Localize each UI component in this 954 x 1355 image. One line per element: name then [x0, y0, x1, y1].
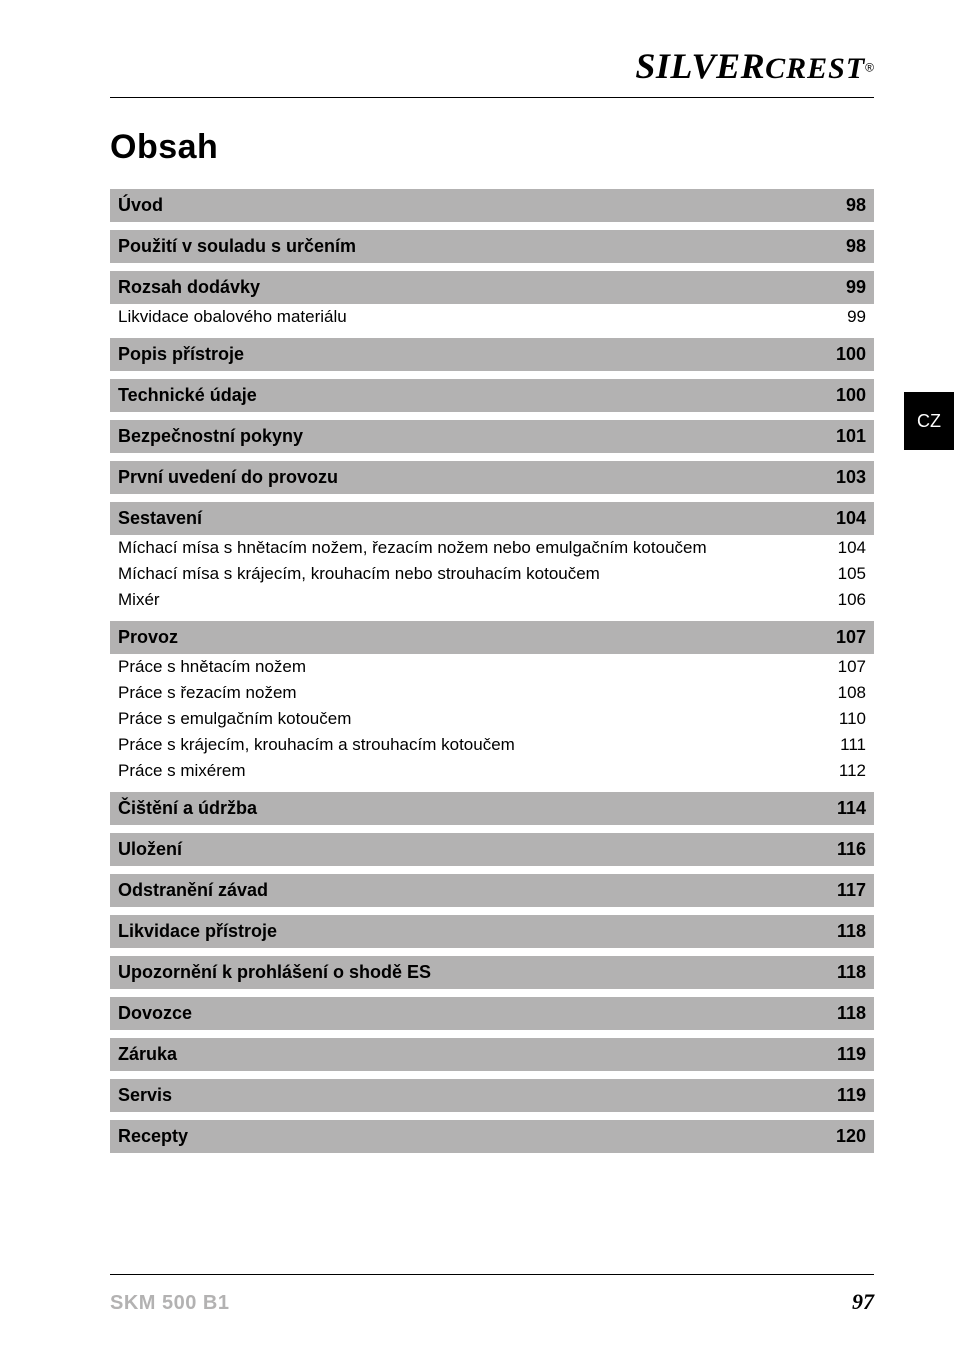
- toc-entry-label: Likvidace přístroje: [118, 921, 277, 942]
- toc-entry-page: 107: [836, 627, 866, 648]
- toc-entry-page: 98: [846, 236, 866, 257]
- toc-sub-row: Práce s řezacím nožem 108: [110, 680, 874, 706]
- toc-sub-row: Míchací mísa s krájecím, krouhacím nebo …: [110, 561, 874, 587]
- page-footer: SKM 500 B1 97: [110, 1274, 874, 1315]
- brand-main-text: SILVER: [635, 46, 765, 86]
- toc-entry-label: Práce s emulgačním kotoučem: [118, 709, 351, 729]
- toc-section-row: Servis 119: [110, 1079, 874, 1112]
- toc-section-row: Likvidace přístroje 118: [110, 915, 874, 948]
- toc-entry-page: 98: [846, 195, 866, 216]
- toc-sub-row: Likvidace obalového materiálu 99: [110, 304, 874, 330]
- toc-entry-page: 112: [839, 761, 866, 781]
- toc-entry-page: 118: [837, 962, 866, 983]
- toc-section-row: Technické údaje 100: [110, 379, 874, 412]
- toc-entry-label: První uvedení do provozu: [118, 467, 338, 488]
- toc-entry-page: 119: [837, 1085, 866, 1106]
- toc-entry-page: 110: [839, 709, 866, 729]
- toc-entry-page: 104: [838, 538, 866, 558]
- toc-entry-page: 106: [838, 590, 866, 610]
- toc-section-row: Recepty 120: [110, 1120, 874, 1153]
- footer-page-number: 97: [852, 1289, 874, 1315]
- toc-section-row: První uvedení do provozu 103: [110, 461, 874, 494]
- toc-entry-page: 111: [840, 735, 866, 755]
- toc-entry-label: Technické údaje: [118, 385, 257, 406]
- toc-section-row: Upozornění k prohlášení o shodě ES 118: [110, 956, 874, 989]
- toc-section-row: Odstranění závad 117: [110, 874, 874, 907]
- toc-sub-row: Práce s hnětacím nožem 107: [110, 654, 874, 680]
- toc-sub-row: Míchací mísa s hnětacím nožem, řezacím n…: [110, 535, 874, 561]
- toc-entry-label: Práce s krájecím, krouhacím a strouhacím…: [118, 735, 515, 755]
- language-tab-label: CZ: [917, 411, 941, 432]
- toc-entry-label: Míchací mísa s hnětacím nožem, řezacím n…: [118, 538, 707, 558]
- toc-entry-page: 107: [838, 657, 866, 677]
- toc-entry-page: 116: [837, 839, 866, 860]
- toc-entry-page: 120: [836, 1126, 866, 1147]
- toc-entry-label: Práce s mixérem: [118, 761, 246, 781]
- toc-entry-page: 101: [836, 426, 866, 447]
- toc-sub-row: Práce s emulgačním kotoučem 110: [110, 706, 874, 732]
- toc-entry-label: Provoz: [118, 627, 178, 648]
- toc-entry-label: Míchací mísa s krájecím, krouhacím nebo …: [118, 564, 600, 584]
- toc-entry-label: Dovozce: [118, 1003, 192, 1024]
- toc-sub-row: Práce s mixérem 112: [110, 758, 874, 784]
- toc-sub-row: Práce s krájecím, krouhacím a strouhacím…: [110, 732, 874, 758]
- toc-entry-page: 99: [847, 307, 866, 327]
- toc-section-row: Sestavení 104: [110, 502, 874, 535]
- toc-entry-page: 117: [837, 880, 866, 901]
- toc-entry-label: Popis přístroje: [118, 344, 244, 365]
- toc-entry-label: Záruka: [118, 1044, 177, 1065]
- toc-section-row: Čištění a údržba 114: [110, 792, 874, 825]
- brand-sub-text: CREST: [765, 52, 865, 85]
- toc-sub-row: Mixér 106: [110, 587, 874, 613]
- toc-section-row: Dovozce 118: [110, 997, 874, 1030]
- toc-entry-label: Recepty: [118, 1126, 188, 1147]
- toc-entry-page: 103: [836, 467, 866, 488]
- toc-section-row: Použití v souladu s určením 98: [110, 230, 874, 263]
- header-divider: [110, 97, 874, 98]
- toc-entry-label: Rozsah dodávky: [118, 277, 260, 298]
- brand-logo: SILVERCREST®: [110, 45, 874, 87]
- toc-entry-label: Bezpečnostní pokyny: [118, 426, 303, 447]
- toc-entry-label: Likvidace obalového materiálu: [118, 307, 347, 327]
- language-tab: CZ: [904, 392, 954, 450]
- brand-registered-mark: ®: [865, 61, 874, 75]
- toc-entry-page: 119: [837, 1044, 866, 1065]
- toc-section-row: Bezpečnostní pokyny 101: [110, 420, 874, 453]
- toc-section-row: Rozsah dodávky 99: [110, 271, 874, 304]
- toc-section-row: Provoz 107: [110, 621, 874, 654]
- toc-section-row: Úvod 98: [110, 189, 874, 222]
- toc-entry-page: 108: [838, 683, 866, 703]
- toc-entry-label: Čištění a údržba: [118, 798, 257, 819]
- toc-entry-page: 118: [837, 921, 866, 942]
- toc-entry-page: 100: [836, 344, 866, 365]
- page-title: Obsah: [110, 128, 874, 167]
- toc-entry-label: Práce s hnětacím nožem: [118, 657, 306, 677]
- toc-entry-page: 105: [838, 564, 866, 584]
- toc-entry-label: Uložení: [118, 839, 182, 860]
- toc-entry-label: Práce s řezacím nožem: [118, 683, 297, 703]
- toc-entry-label: Servis: [118, 1085, 172, 1106]
- toc-entry-page: 118: [837, 1003, 866, 1024]
- toc-entry-label: Použití v souladu s určením: [118, 236, 356, 257]
- toc-entry-label: Upozornění k prohlášení o shodě ES: [118, 962, 431, 983]
- toc-section-row: Popis přístroje 100: [110, 338, 874, 371]
- toc-entry-page: 100: [836, 385, 866, 406]
- table-of-contents: Úvod 98 Použití v souladu s určením 98 Rozsa…: [110, 189, 874, 1153]
- toc-entry-page: 114: [837, 798, 866, 819]
- toc-entry-label: Mixér: [118, 590, 160, 610]
- toc-section-row: Uložení 116: [110, 833, 874, 866]
- toc-section-row: Záruka 119: [110, 1038, 874, 1071]
- toc-entry-label: Odstranění závad: [118, 880, 268, 901]
- toc-entry-label: Úvod: [118, 195, 163, 216]
- footer-model-label: SKM 500 B1: [110, 1292, 230, 1315]
- toc-entry-page: 104: [836, 508, 866, 529]
- toc-entry-label: Sestavení: [118, 508, 202, 529]
- toc-entry-page: 99: [846, 277, 866, 298]
